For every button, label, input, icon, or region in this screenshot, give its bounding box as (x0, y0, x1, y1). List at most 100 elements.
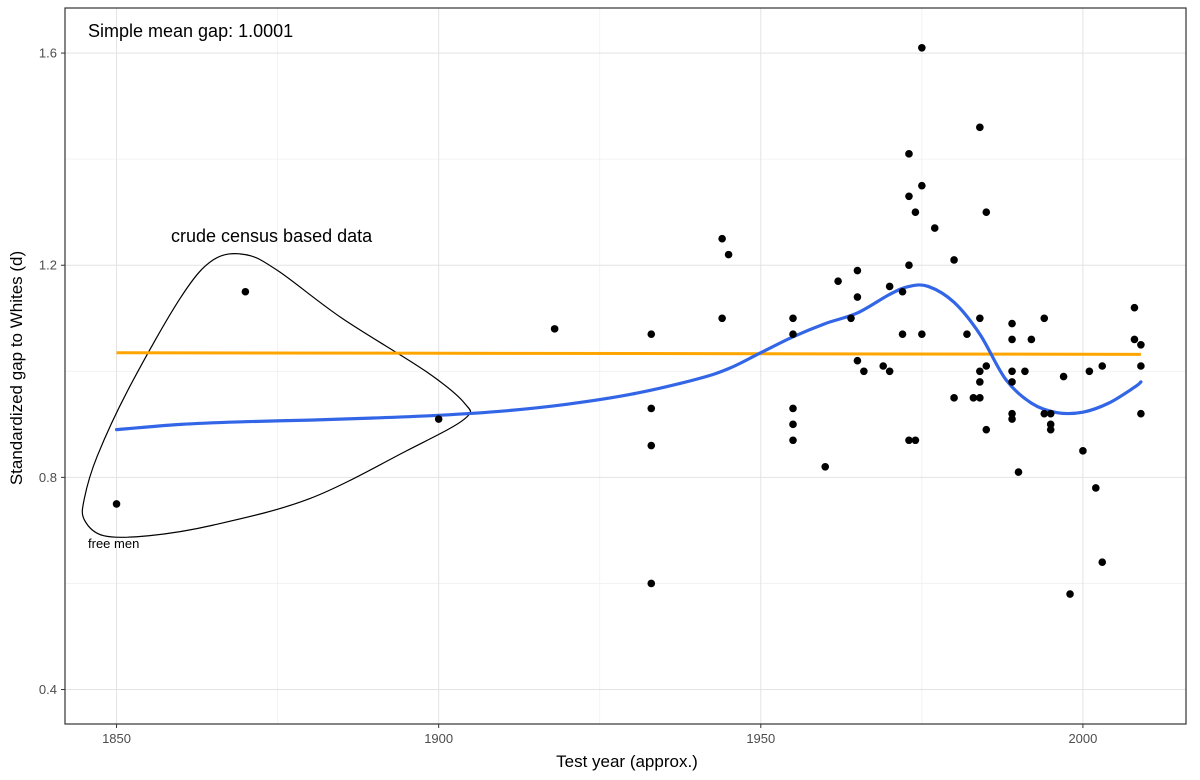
data-point (982, 362, 991, 370)
y-tick-label: 1.2 (39, 258, 57, 273)
data-point (647, 579, 656, 588)
x-axis-title: Test year (approx.) (556, 752, 698, 771)
data-point (1027, 335, 1036, 344)
data-point (1059, 372, 1068, 381)
data-point (718, 234, 726, 243)
data-point (1046, 409, 1055, 418)
data-point (918, 43, 926, 52)
panel-border (64, 7, 1187, 725)
data-point (905, 192, 913, 201)
data-point (789, 330, 797, 338)
data-point (982, 425, 991, 434)
data-point (1046, 425, 1055, 434)
census-ellipse (81, 253, 472, 538)
data-point (950, 256, 958, 264)
data-point (905, 150, 913, 158)
data-point (905, 261, 913, 270)
data-point (1130, 335, 1139, 344)
data-point (1085, 367, 1094, 376)
data-point (1008, 335, 1016, 344)
data-point (1040, 409, 1049, 418)
data-point (918, 181, 926, 190)
data-point (434, 415, 443, 423)
x-tick-label: 1950 (746, 731, 775, 746)
data-point (930, 224, 939, 232)
gridlines (65, 8, 1186, 724)
x-tick-layer: 1850 1900 1950 2000 (102, 724, 1097, 746)
data-point (976, 367, 984, 376)
census-annotation: crude census based data (171, 226, 373, 246)
data-point (898, 287, 907, 296)
mean-line-layer (116, 351, 1141, 356)
data-point (885, 367, 894, 376)
data-points (112, 43, 1145, 598)
data-point (898, 330, 907, 338)
data-point (860, 367, 868, 376)
x-tick-label: 1900 (424, 731, 453, 746)
data-point (789, 314, 797, 323)
data-point (1021, 367, 1029, 376)
data-point (1098, 558, 1107, 567)
data-point (1008, 409, 1016, 418)
data-point (647, 330, 656, 338)
data-point (1008, 378, 1016, 386)
data-point (1008, 367, 1016, 376)
data-point (853, 293, 862, 301)
data-point (1092, 484, 1100, 492)
data-point (853, 356, 862, 365)
data-point (905, 436, 913, 445)
data-point (976, 378, 984, 386)
x-tick-label: 1850 (102, 731, 131, 746)
data-point (112, 500, 121, 508)
data-point (647, 441, 656, 450)
data-point (1066, 590, 1074, 598)
data-point (885, 282, 894, 291)
data-point (550, 325, 559, 333)
data-point (963, 330, 971, 338)
data-point (834, 277, 842, 285)
data-point (821, 462, 830, 471)
y-tick-label: 0.4 (39, 682, 57, 697)
data-point (647, 404, 656, 413)
data-point (853, 266, 862, 275)
data-point (1046, 420, 1055, 429)
data-point (789, 420, 797, 429)
data-point (911, 436, 920, 445)
data-point (950, 394, 958, 402)
data-point (789, 436, 797, 445)
data-point (976, 394, 984, 402)
y-axis-title: Standardized gap to Whites (d) (7, 251, 26, 485)
data-point (918, 330, 926, 338)
data-point (241, 287, 250, 296)
data-point (1079, 447, 1087, 455)
smooth-line (114, 283, 1143, 432)
data-point (1137, 409, 1145, 418)
data-point (969, 394, 978, 402)
y-tick-label: 0.8 (39, 470, 57, 485)
data-point (1130, 303, 1139, 312)
y-tick-label: 1.6 (39, 46, 57, 61)
census-ellipse-layer (81, 253, 472, 538)
x-tick-label: 2000 (1068, 731, 1097, 746)
data-point (1098, 362, 1107, 370)
data-point (1014, 468, 1023, 476)
data-point (718, 314, 726, 323)
mean-gap-annotation: Simple mean gap: 1.0001 (88, 21, 293, 41)
data-point (1008, 415, 1016, 423)
data-point (1137, 340, 1145, 349)
free-men-annotation: free men (88, 536, 139, 551)
data-point (847, 314, 855, 323)
data-point (1137, 362, 1145, 370)
panel-border-layer (64, 7, 1187, 725)
mean-line (116, 351, 1141, 356)
smooth-line-layer (114, 283, 1143, 432)
data-point (789, 404, 797, 413)
data-point (982, 208, 991, 216)
data-point (911, 208, 920, 216)
data-point (724, 250, 733, 259)
data-point (1040, 314, 1049, 323)
y-tick-layer: 0.4 0.8 1.2 1.6 (39, 46, 65, 697)
data-point (1008, 319, 1016, 328)
data-point (976, 314, 984, 323)
